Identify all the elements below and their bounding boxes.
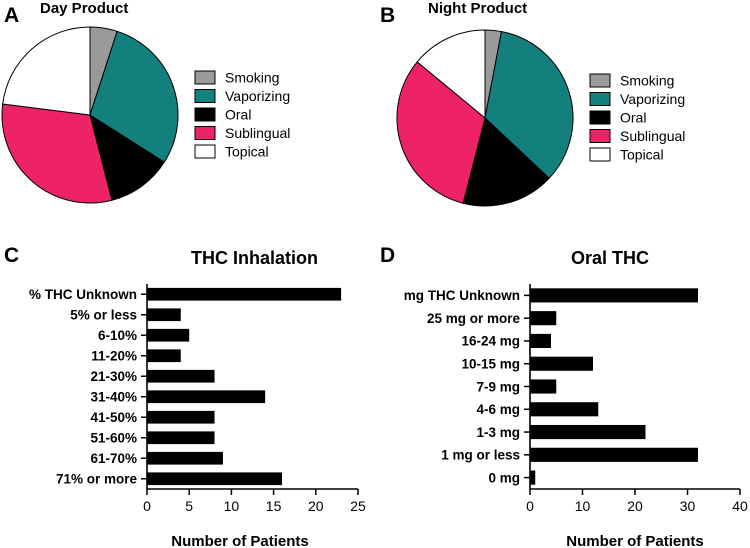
bar-d-category-label: mg THC Unknown (404, 288, 520, 303)
bar-d-xlabel: Number of Patients (566, 533, 704, 548)
bar-d-category-label: 16-24 mg (461, 334, 520, 349)
bar-c-category-label: % THC Unknown (29, 287, 137, 302)
bar-d-xtick-label: 10 (575, 498, 591, 514)
bar-c-6-10pct (147, 328, 190, 342)
panel-letter-c: C (4, 244, 19, 267)
pie-a-slice-sublingual (1, 103, 113, 204)
legend-a-swatch-vaporizing (194, 89, 216, 103)
legend-a-swatch-smoking (194, 70, 216, 85)
legend-a-label-sublingual: Sublingual (225, 125, 290, 141)
bar-c-title: THC Inhalation (191, 248, 318, 268)
pie-b (396, 29, 574, 207)
bar-c-51-60pct (147, 431, 215, 445)
bar-c-xtick-label: 20 (308, 498, 324, 514)
legend-b-label-vaporizing: Vaporizing (620, 91, 685, 107)
bar-d-16-24-mg (530, 333, 551, 348)
legend-b-label-topical: Topical (620, 147, 664, 163)
bar-c-5pct-or-less (147, 308, 181, 322)
pie-b-slice-oral (462, 117, 550, 207)
bar-c-11-20pct (147, 349, 181, 363)
bar-c-xtick-label: 5 (185, 498, 193, 514)
pie-a-legend: Smoking Vaporizing Oral Sublingual Topical (194, 70, 290, 160)
bar-d-1-3-mg (530, 424, 646, 440)
legend-a-swatch-sublingual (194, 126, 216, 140)
bar-c-61-70pct (147, 451, 223, 465)
pie-a-slice-oral (89, 113, 165, 201)
legend-b-label-sublingual: Sublingual (620, 128, 685, 144)
bar-d-7-9-mg (530, 379, 557, 394)
bar-c-category-label: 71% or more (56, 472, 138, 487)
bar-chart-c: % THC Unknown 5% or less 6-10% 11-20% 21-30%… (29, 284, 366, 514)
bar-c-category-label: 61-70% (90, 451, 137, 466)
bar-d-category-label: 1 mg or less (441, 448, 520, 463)
bar-c-category-label: 41-50% (90, 410, 137, 425)
bar-d-4-6-mg (530, 402, 599, 417)
bar-c-category-label: 21-30% (90, 369, 137, 384)
panel-letter-d: D (380, 244, 395, 267)
bar-d-category-label: 1-3 mg (476, 425, 520, 440)
legend-a-swatch-oral (194, 107, 216, 122)
pie-a-slice-topical (2, 26, 91, 116)
pie-b-slice-sublingual (396, 61, 486, 204)
bar-chart-d: mg THC Unknown 25 mg or more 16-24 mg 10-15… (404, 284, 748, 514)
bar-d-10-15-mg (530, 356, 593, 371)
pie-a-slice-vaporizing (89, 30, 179, 163)
bar-c-category-label: 5% or less (70, 308, 137, 323)
bar-d-xtick-label: 30 (680, 498, 696, 514)
bar-c-xlabel: Number of Patients (171, 533, 309, 548)
bar-d-category-label: 7-9 mg (476, 379, 520, 394)
bar-c-category-label: 31-40% (90, 390, 137, 405)
legend-a-label-oral: Oral (225, 107, 251, 123)
bar-d-xtick-label: 20 (627, 498, 643, 514)
bar-d-category-label: 10-15 mg (461, 357, 520, 372)
legend-b-swatch-oral (589, 110, 611, 125)
bar-c-category-label: 51-60% (90, 431, 137, 446)
bar-c-21-30pct (147, 369, 215, 383)
legend-b-swatch-smoking (589, 73, 611, 88)
bar-c-71pct-or-more (147, 472, 283, 486)
bar-c-category-label: 11-20% (91, 349, 137, 364)
legend-b-swatch-topical (589, 147, 611, 162)
pie-a-title: Day Product (40, 0, 128, 17)
legend-a-label-vaporizing: Vaporizing (225, 88, 290, 104)
pie-a (1, 26, 179, 204)
legend-b-label-smoking: Smoking (620, 73, 674, 89)
legend-a-label-smoking: Smoking (225, 70, 279, 86)
bar-d-xtick-label: 40 (732, 498, 748, 514)
pie-b-slice-vaporizing (484, 30, 574, 179)
legend-b-swatch-vaporizing (589, 92, 611, 106)
bar-d-category-label: 4-6 mg (476, 402, 520, 417)
bar-d-1-mg-or-less (530, 447, 698, 462)
bar-d-mg-thc-unknown (530, 288, 698, 303)
bar-d-25-mg-or-more (530, 311, 557, 326)
legend-a-label-topical: Topical (225, 144, 269, 160)
bar-d-title: Oral THC (571, 248, 649, 268)
bar-d-category-label: 0 mg (488, 470, 520, 485)
pie-b-title: Night Product (428, 0, 527, 17)
bar-c-xtick-label: 25 (350, 498, 366, 514)
bar-c-category-label: 6-10% (98, 328, 137, 343)
bar-c-xtick-label: 10 (224, 498, 240, 514)
bar-c-31-40pct (147, 390, 266, 404)
bar-c-xtick-label: 15 (266, 498, 282, 514)
legend-b-label-oral: Oral (620, 110, 646, 126)
pie-b-legend: Smoking Vaporizing Oral Sublingual Topical (589, 73, 685, 163)
panel-letter-b: B (380, 4, 395, 27)
legend-b-swatch-sublingual (589, 129, 611, 143)
bar-d-xtick-label: 0 (526, 498, 534, 514)
bar-c-xtick-label: 0 (143, 498, 151, 514)
panel-letter-a: A (4, 4, 19, 27)
bar-c-41-50pct (147, 410, 215, 424)
bar-c-pct-thc-unknown (147, 287, 342, 301)
pie-b-slice-topical (416, 29, 486, 120)
bar-d-category-label: 25 mg or more (427, 311, 521, 326)
legend-a-swatch-topical (194, 144, 216, 159)
bar-d-0-mg (530, 470, 536, 485)
